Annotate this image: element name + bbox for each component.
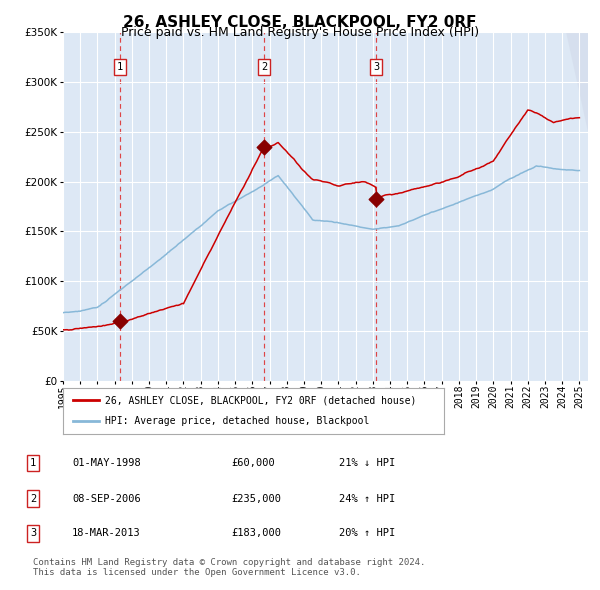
Text: Contains HM Land Registry data © Crown copyright and database right 2024.
This d: Contains HM Land Registry data © Crown c… [33, 558, 425, 577]
Text: 20% ↑ HPI: 20% ↑ HPI [339, 529, 395, 538]
Point [259, 142, 269, 152]
Text: 3: 3 [373, 63, 380, 72]
Text: 01-MAY-1998: 01-MAY-1998 [72, 458, 141, 468]
Text: 2: 2 [261, 63, 267, 72]
Text: 24% ↑ HPI: 24% ↑ HPI [339, 494, 395, 503]
Text: 26, ASHLEY CLOSE, BLACKPOOL, FY2 0RF: 26, ASHLEY CLOSE, BLACKPOOL, FY2 0RF [123, 15, 477, 30]
Text: Price paid vs. HM Land Registry's House Price Index (HPI): Price paid vs. HM Land Registry's House … [121, 26, 479, 39]
Text: £60,000: £60,000 [231, 458, 275, 468]
Text: HPI: Average price, detached house, Blackpool: HPI: Average price, detached house, Blac… [105, 417, 369, 427]
Text: 3: 3 [30, 529, 36, 538]
Text: 1: 1 [30, 458, 36, 468]
Text: 18-MAR-2013: 18-MAR-2013 [72, 529, 141, 538]
Text: 08-SEP-2006: 08-SEP-2006 [72, 494, 141, 503]
Polygon shape [566, 32, 588, 132]
Point [371, 194, 381, 204]
Point [116, 316, 125, 326]
Text: 21% ↓ HPI: 21% ↓ HPI [339, 458, 395, 468]
Text: 1: 1 [117, 63, 124, 72]
Text: £235,000: £235,000 [231, 494, 281, 503]
Text: £183,000: £183,000 [231, 529, 281, 538]
Text: 26, ASHLEY CLOSE, BLACKPOOL, FY2 0RF (detached house): 26, ASHLEY CLOSE, BLACKPOOL, FY2 0RF (de… [105, 395, 416, 405]
Text: 2: 2 [30, 494, 36, 503]
